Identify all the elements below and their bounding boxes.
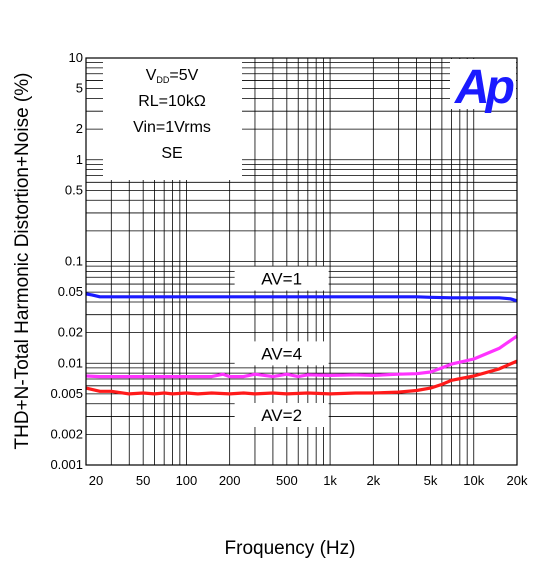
series-line-2	[85, 334, 518, 379]
y-axis-label: THD+N-Total Harmonic Distortion+Noise (%…	[12, 73, 33, 450]
x-tick-label: 1k	[323, 473, 337, 488]
y-tick-label: 0.02	[58, 325, 83, 340]
x-tick-label: 500	[276, 473, 298, 488]
series-label-3: AV=2	[261, 406, 302, 425]
y-tick-label: 10	[69, 50, 83, 65]
y-tick-label: 0.005	[50, 386, 83, 401]
conditions-box: VDD=5V RL=10kΩ Vin=1Vrms SE	[103, 58, 242, 180]
y-tick-label: 0.5	[65, 182, 83, 197]
ap-logo-text: Ap	[454, 61, 514, 114]
condition-rl: RL=10kΩ	[138, 93, 206, 110]
y-tick-label: 2	[76, 121, 83, 136]
y-tick-label: 1	[76, 152, 83, 167]
x-tick-label: 20	[89, 473, 103, 488]
ap-logo-bg	[450, 59, 516, 109]
x-tick-label: 2k	[366, 473, 380, 488]
series-line-3	[85, 359, 518, 396]
series-label-2: AV=4	[261, 344, 302, 363]
y-tick-label: 5	[76, 81, 83, 96]
series-label-bg	[234, 403, 329, 428]
series-label-bg	[234, 266, 329, 291]
x-tick-label: 100	[176, 473, 198, 488]
series-label-1: AV=1	[261, 270, 302, 289]
condition-vdd: VDD=5V	[146, 67, 199, 85]
x-tick-label: 200	[219, 473, 241, 488]
series-label-bg	[234, 341, 329, 366]
conditions-box-bg	[103, 58, 242, 180]
y-tick-label: 0.05	[58, 284, 83, 299]
x-tick-label: 50	[136, 473, 150, 488]
series-labels: AV=1 AV=4 AV=2	[234, 266, 329, 428]
series-line-1	[85, 292, 518, 303]
condition-vin: Vin=1Vrms	[133, 119, 211, 136]
ap-logo: Ap	[450, 59, 518, 114]
condition-se: SE	[161, 145, 182, 162]
y-tick-label: 0.001	[50, 457, 83, 472]
condition-vdd-subscript: DD	[156, 75, 169, 85]
ticks: 10 5 2 1 0.5 0.1 0.05 0.02 0.01 0.005 0.002 0.001 20…	[50, 50, 528, 488]
plot-frame	[85, 57, 518, 466]
y-tick-label: 0.1	[65, 254, 83, 269]
series	[85, 292, 518, 396]
y-tick-label: 0.01	[58, 355, 83, 370]
x-tick-label: 20k	[507, 473, 528, 488]
x-tick-label: 5k	[424, 473, 438, 488]
x-tick-label: 10k	[463, 473, 484, 488]
x-axis-label: Froquency (Hz)	[225, 538, 356, 559]
y-tick-label: 0.002	[50, 426, 83, 441]
